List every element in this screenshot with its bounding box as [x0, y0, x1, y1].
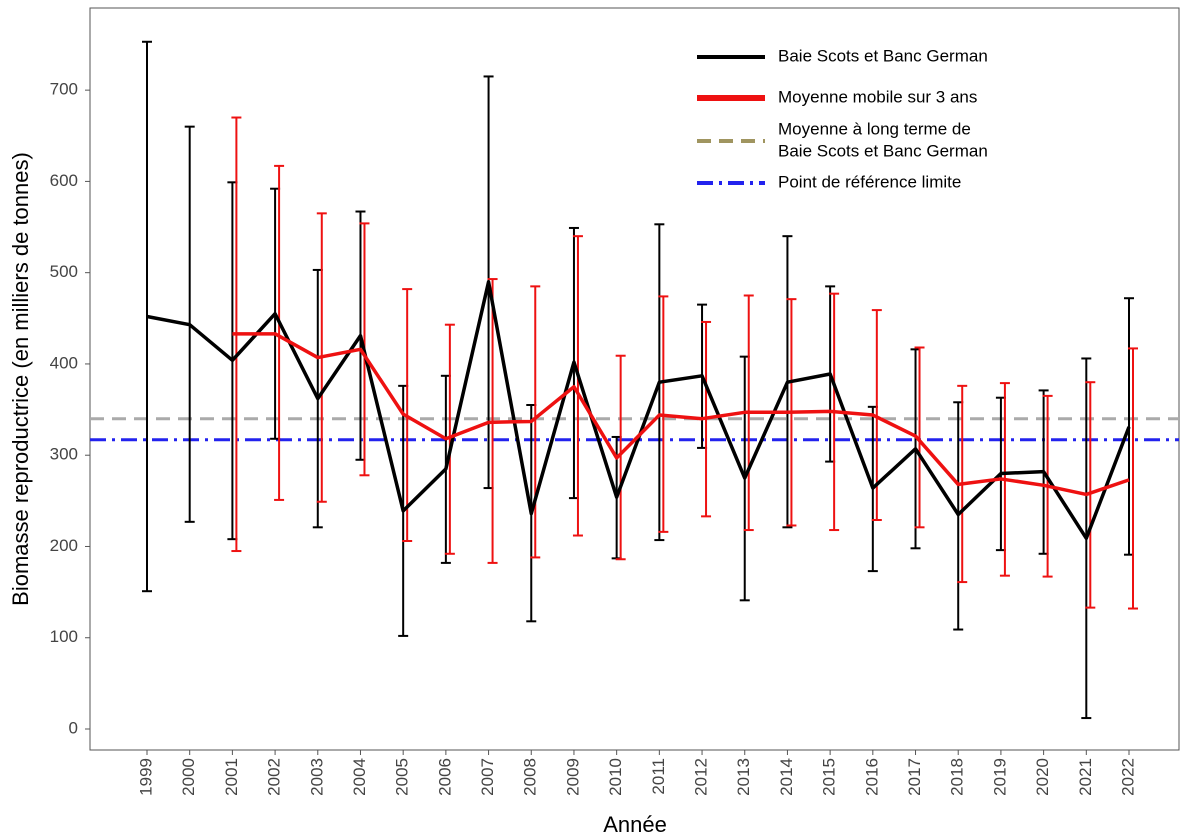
x-tick-label: 2005	[393, 758, 412, 796]
error-bar	[274, 164, 285, 501]
x-tick-label: 2011	[649, 758, 668, 795]
x-tick-label: 2022	[1118, 758, 1137, 796]
x-tick-label: 2002	[265, 758, 284, 796]
error-bar	[142, 40, 152, 593]
x-tick-label: 2016	[862, 758, 881, 796]
series-line	[146, 280, 1131, 541]
x-axis-label: Année	[603, 812, 667, 837]
y-tick-label: 600	[50, 171, 78, 190]
x-tick-label: 2007	[478, 758, 497, 796]
x-tick-label: 2000	[179, 758, 198, 796]
y-tick-label: 200	[50, 536, 78, 555]
error-bar	[572, 235, 583, 537]
y-tick-label: 500	[50, 262, 78, 281]
x-tick-label: 2006	[435, 758, 454, 796]
y-tick-label: 300	[50, 445, 78, 464]
x-tick-label: 2014	[777, 758, 796, 796]
x-tick-label: 2010	[606, 758, 625, 796]
y-tick-label: 700	[50, 80, 78, 99]
x-tick-label: 2013	[734, 758, 753, 796]
error-bar	[914, 346, 925, 529]
x-tick-label: 2021	[1076, 758, 1095, 796]
y-tick-label: 100	[50, 627, 78, 646]
plot-frame	[89, 7, 1180, 751]
error-bar	[444, 323, 455, 555]
legend-label: Moyenne à long terme de	[778, 119, 971, 138]
x-tick-label: 2015	[820, 758, 839, 796]
legend-label: Moyenne mobile sur 3 ans	[778, 87, 977, 106]
x-tick-label: 2019	[990, 758, 1009, 796]
y-tick-label: 400	[50, 353, 78, 372]
error-bar	[615, 354, 626, 561]
error-bar	[530, 285, 541, 559]
error-bar	[1128, 347, 1138, 610]
x-tick-label: 1999	[136, 758, 155, 796]
x-tick-label: 2008	[521, 758, 540, 796]
series-line	[232, 332, 1130, 497]
legend-label: Baie Scots et Banc German	[778, 141, 988, 160]
x-tick-label: 2018	[948, 758, 967, 796]
x-tick-label: 2012	[692, 758, 711, 796]
x-tick-label: 2004	[350, 758, 369, 796]
x-tick-label: 2009	[563, 758, 582, 796]
y-tick-label: 0	[69, 718, 78, 737]
legend-label: Point de référence limite	[778, 172, 961, 191]
legend: Baie Scots et Banc German Moyenne mobile …	[697, 46, 988, 191]
x-tick-label: 2003	[307, 758, 326, 796]
x-tick-label: 2017	[905, 758, 924, 796]
y-axis-label: Biomasse reproductrice (en milliers de t…	[8, 152, 33, 606]
legend-label: Baie Scots et Banc German	[778, 46, 988, 65]
x-tick-label: 2001	[222, 758, 241, 796]
x-tick-label: 2020	[1033, 758, 1052, 796]
